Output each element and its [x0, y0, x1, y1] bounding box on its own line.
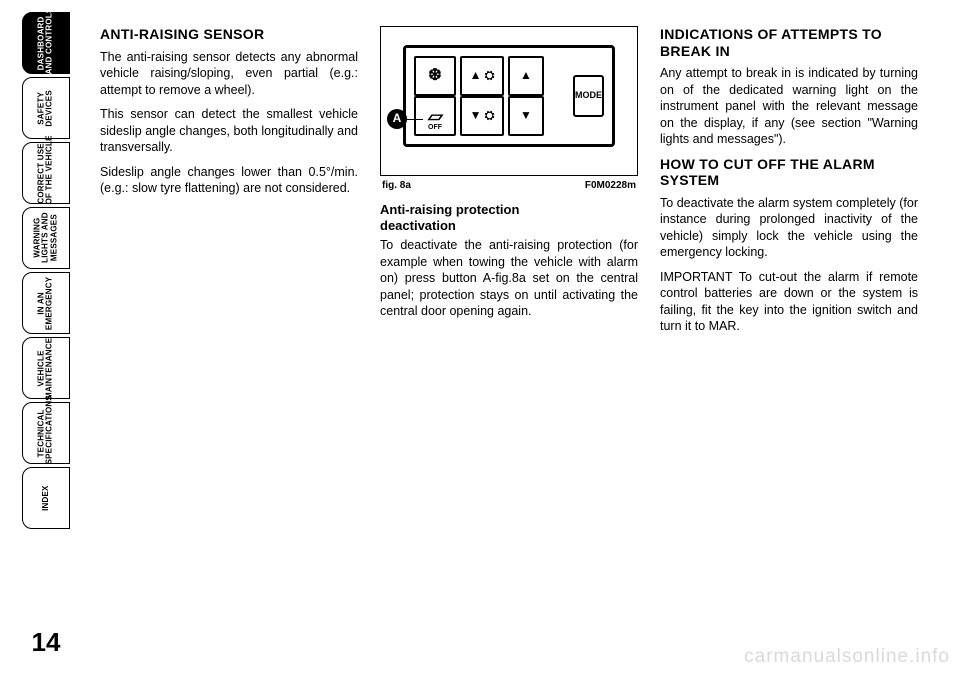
watermark: carmanualsonline.info: [744, 646, 950, 668]
callout-marker-a: A: [387, 109, 407, 129]
tab-safety[interactable]: SAFETY DEVICES: [22, 77, 70, 139]
manual-page: DASHBOARD AND CONTROLS SAFETY DEVICES CO…: [22, 12, 938, 664]
tab-label: TECHNICAL SPECIFICATIONS: [38, 402, 55, 464]
callout-line: [405, 119, 423, 120]
tab-maintenance[interactable]: VEHICLE MAINTENANCE: [22, 337, 70, 399]
paragraph: To deactivate the alarm system completel…: [660, 195, 918, 261]
tab-label: SAFETY DEVICES: [38, 85, 55, 131]
light-down-button: ▼ ⛭: [460, 96, 504, 136]
figure-caption: fig. 8a F0M0228m: [380, 179, 638, 192]
fan-button: [414, 56, 456, 96]
up-button: ▲: [508, 56, 544, 96]
heading-deactivation: Anti-raising protection deactivation: [380, 202, 638, 233]
mode-button: MODE: [573, 75, 604, 117]
tab-label: VEHICLE MAINTENANCE: [38, 337, 55, 398]
heading-cut-off: HOW TO CUT OFF THE ALARM SYSTEM: [660, 156, 918, 189]
paragraph: Sideslip angle changes lower than 0.5°/m…: [100, 164, 358, 197]
figure-8a: ▲ ⛭ ▲ OFF ▼ ⛭ ▼ MODE A: [380, 26, 638, 176]
column-1: ANTI-RAISING SENSOR The anti-raising sen…: [100, 26, 358, 205]
tab-label: IN AN EMERGENCY: [38, 276, 55, 329]
page-number: 14: [22, 627, 70, 658]
tab-label: INDEX: [42, 475, 50, 521]
heading-break-in: INDICATIONS OF ATTEMPTS TO BREAK IN: [660, 26, 918, 59]
tab-specs[interactable]: TECHNICAL SPECIFICATIONS: [22, 402, 70, 464]
tab-correct-use[interactable]: CORRECT USE OF THE VEHICLE: [22, 142, 70, 204]
heading-anti-raising: ANTI-RAISING SENSOR: [100, 26, 358, 43]
paragraph: The anti-raising sensor detects any abno…: [100, 49, 358, 99]
tab-label: DASHBOARD AND CONTROLS: [38, 12, 55, 74]
figure-code: F0M0228m: [585, 179, 636, 192]
control-panel: ▲ ⛭ ▲ OFF ▼ ⛭ ▼ MODE: [403, 45, 615, 147]
figure-number: fig. 8a: [382, 179, 411, 192]
tab-emergency[interactable]: IN AN EMERGENCY: [22, 272, 70, 334]
light-up-button: ▲ ⛭: [460, 56, 504, 96]
tab-dashboard[interactable]: DASHBOARD AND CONTROLS: [22, 12, 70, 74]
paragraph: IMPORTANT To cut-out the alarm if remote…: [660, 269, 918, 335]
column-3: INDICATIONS OF ATTEMPTS TO BREAK IN Any …: [660, 26, 918, 343]
tab-warning-lights[interactable]: WARNING LIGHTS AND MESSAGES: [22, 207, 70, 269]
paragraph: Any attempt to break in is indicated by …: [660, 65, 918, 148]
down-button: ▼: [508, 96, 544, 136]
tab-label: WARNING LIGHTS AND MESSAGES: [33, 213, 58, 264]
defrost-off-button: OFF: [414, 96, 456, 136]
tab-index[interactable]: INDEX: [22, 467, 70, 529]
paragraph: To deactivate the anti-raising protectio…: [380, 237, 638, 320]
off-label: OFF: [416, 123, 454, 132]
fan-icon: [428, 65, 441, 86]
column-2: ▲ ⛭ ▲ OFF ▼ ⛭ ▼ MODE A fig. 8a F0M0228m: [380, 26, 638, 328]
section-tabs: DASHBOARD AND CONTROLS SAFETY DEVICES CO…: [22, 12, 70, 532]
tab-label: CORRECT USE OF THE VEHICLE: [38, 142, 55, 204]
paragraph: This sensor can detect the smallest vehi…: [100, 106, 358, 156]
